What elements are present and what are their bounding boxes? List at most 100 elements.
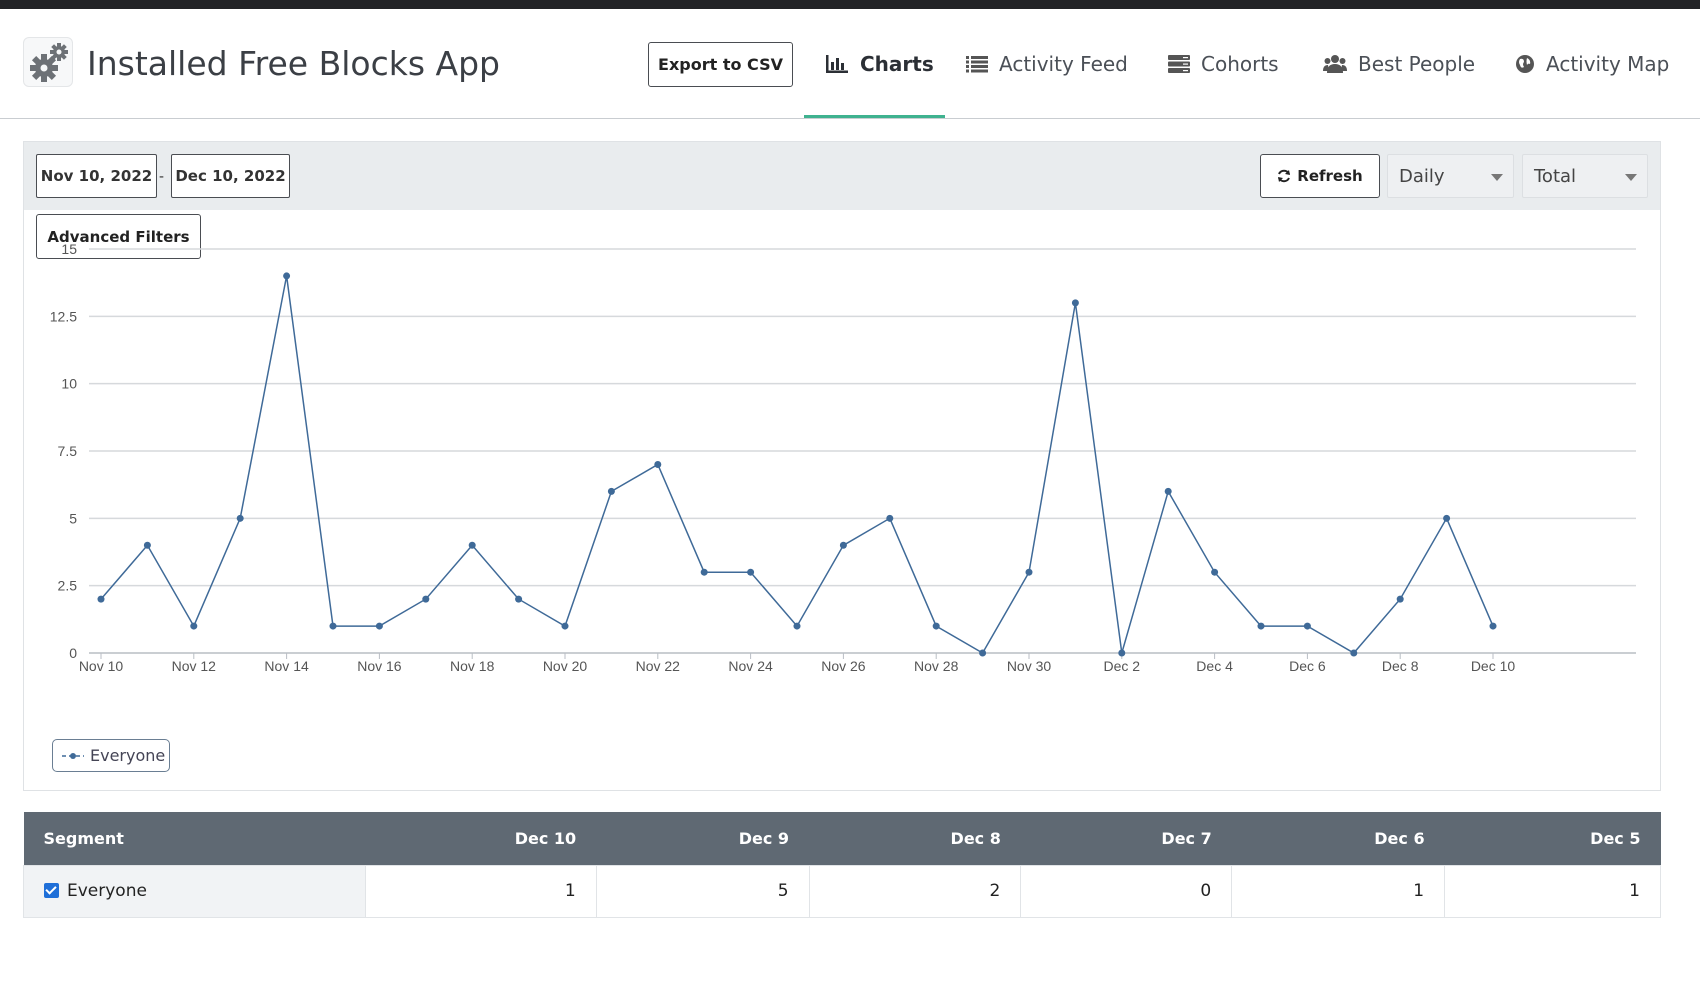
window-top-bar [0, 0, 1700, 9]
server-icon [1168, 55, 1190, 73]
column-header: Segment [23, 812, 366, 865]
metric-select[interactable]: Total [1522, 154, 1648, 198]
table-row: Everyone 1 5 2 0 1 1 [23, 864, 1661, 918]
table-cell: 0 [1020, 864, 1233, 918]
table-cell: 5 [595, 864, 810, 918]
interval-value: Daily [1399, 165, 1445, 187]
data-point [561, 622, 569, 630]
data-point [654, 460, 662, 468]
column-header: Dec 9 [596, 812, 810, 865]
chevron-down-icon [1625, 174, 1637, 181]
segment-checkbox[interactable] [44, 883, 59, 898]
legend-label: Everyone [90, 746, 166, 765]
y-tick-label: 0 [69, 645, 77, 661]
data-point [283, 272, 291, 280]
x-tick-label: Nov 22 [636, 658, 681, 674]
data-point [839, 541, 847, 549]
data-point [1164, 487, 1172, 495]
data-point [979, 649, 987, 657]
gears-icon [23, 37, 73, 87]
data-point [515, 595, 523, 603]
series-line-everyone [100, 275, 1494, 655]
chart-panel: Nov 10, 2022 - Dec 10, 2022 Refresh Dail… [23, 141, 1661, 791]
data-point [700, 568, 708, 576]
y-tick-label: 2.5 [58, 578, 78, 594]
data-point [607, 487, 615, 495]
tab-activity-map-label: Activity Map [1546, 52, 1670, 76]
data-point [1350, 649, 1358, 657]
data-table: Segment Dec 10 Dec 9 Dec 8 Dec 7 Dec 6 D… [23, 812, 1661, 918]
metric-value: Total [1534, 165, 1577, 187]
data-point [1489, 622, 1497, 630]
tab-activity-feed-label: Activity Feed [999, 52, 1128, 76]
tab-charts[interactable]: Charts [825, 9, 934, 119]
x-tick-label: Nov 30 [1007, 658, 1052, 674]
bar-chart-icon [825, 54, 849, 74]
x-tick-label: Nov 12 [172, 658, 217, 674]
legend-line-icon [62, 752, 84, 759]
table-header-row: Segment Dec 10 Dec 9 Dec 8 Dec 7 Dec 6 D… [23, 812, 1661, 865]
export-csv-button[interactable]: Export to CSV [648, 42, 793, 87]
data-point [375, 622, 383, 630]
y-tick-label: 5 [69, 510, 77, 526]
x-tick-label: Nov 26 [821, 658, 866, 674]
data-point [97, 595, 105, 603]
chevron-down-icon [1491, 174, 1503, 181]
tab-cohorts[interactable]: Cohorts [1168, 9, 1279, 119]
data-point [190, 622, 198, 630]
x-tick-label: Dec 4 [1196, 658, 1233, 674]
end-date-picker[interactable]: Dec 10, 2022 [171, 154, 290, 198]
line-chart: 0 2.5 5 7.5 10 12.5 15 Nov 10 Nov 12 Nov 14 Nov 16… [50, 241, 1636, 674]
globe-icon [1515, 54, 1535, 74]
x-tick-label: Dec 8 [1382, 658, 1419, 674]
data-point [236, 514, 244, 522]
data-point [143, 541, 151, 549]
x-tick-label: Nov 24 [728, 658, 773, 674]
tab-best-people-label: Best People [1358, 52, 1476, 76]
data-point [1118, 649, 1126, 657]
date-separator: - [159, 168, 164, 185]
data-point [1071, 299, 1079, 307]
x-tick-label: Dec 10 [1471, 658, 1516, 674]
advanced-filters-button[interactable]: Advanced Filters [36, 214, 201, 259]
column-header: Dec 8 [809, 812, 1021, 865]
tab-best-people[interactable]: Best People [1323, 9, 1475, 119]
x-tick-label: Nov 16 [357, 658, 402, 674]
list-icon [966, 55, 988, 73]
data-point [932, 622, 940, 630]
table-cell: 2 [808, 864, 1022, 918]
active-tab-indicator [804, 115, 945, 118]
data-point [747, 568, 755, 576]
data-point [1303, 622, 1311, 630]
table-cell: 1 [1444, 864, 1661, 918]
column-header: Dec 5 [1444, 812, 1661, 865]
x-tick-label: Nov 14 [264, 658, 309, 674]
data-point [1443, 514, 1451, 522]
refresh-label: Refresh [1297, 167, 1363, 185]
column-header: Dec 7 [1020, 812, 1232, 865]
data-point [329, 622, 337, 630]
tab-charts-label: Charts [860, 52, 934, 76]
page-title: Installed Free Blocks App [87, 44, 500, 83]
tab-activity-feed[interactable]: Activity Feed [966, 9, 1128, 119]
data-point [1025, 568, 1033, 576]
column-header: Dec 6 [1231, 812, 1445, 865]
chart-toolbar: Nov 10, 2022 - Dec 10, 2022 Refresh Dail… [24, 142, 1660, 210]
x-tick-label: Nov 18 [450, 658, 495, 674]
y-tick-label: 12.5 [50, 308, 77, 324]
data-point [793, 622, 801, 630]
segment-cell: Everyone [23, 864, 366, 918]
table-cell: 1 [1231, 864, 1446, 918]
page-header: Installed Free Blocks App Export to CSV … [0, 9, 1700, 119]
y-tick-label: 10 [61, 376, 77, 392]
tab-activity-map[interactable]: Activity Map [1515, 9, 1669, 119]
legend-item-everyone[interactable]: Everyone [52, 739, 170, 772]
refresh-button[interactable]: Refresh [1260, 154, 1380, 198]
interval-select[interactable]: Daily [1387, 154, 1514, 198]
start-date-picker[interactable]: Nov 10, 2022 [36, 154, 157, 198]
x-tick-label: Nov 28 [914, 658, 959, 674]
tab-cohorts-label: Cohorts [1201, 52, 1279, 76]
x-tick-label: Nov 20 [543, 658, 588, 674]
y-tick-label: 7.5 [58, 443, 78, 459]
column-header: Dec 10 [365, 812, 597, 865]
